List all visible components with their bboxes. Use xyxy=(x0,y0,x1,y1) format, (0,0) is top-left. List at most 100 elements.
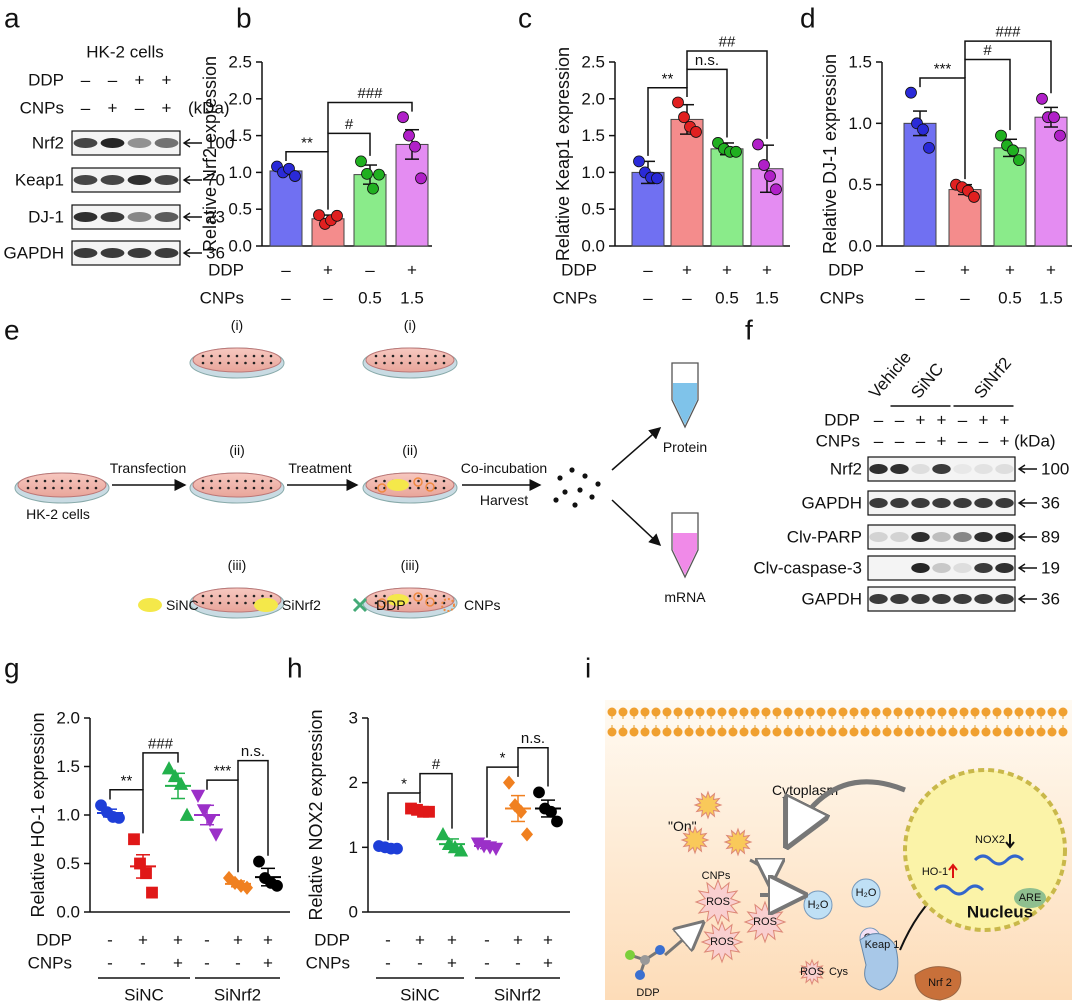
legend-label: SiNrf2 xyxy=(282,597,321,613)
y-tick-label: 0.5 xyxy=(228,200,252,219)
significance-bracket xyxy=(919,77,966,180)
lipid-head xyxy=(1036,727,1046,737)
x-row-label: - xyxy=(385,931,391,950)
cell-dot xyxy=(261,361,264,365)
cell-dot xyxy=(408,594,412,598)
x-row-label: – xyxy=(915,261,925,280)
x-row-label: + xyxy=(543,931,553,950)
cell-dot xyxy=(201,594,205,598)
up-arrow xyxy=(948,863,958,878)
blot-band xyxy=(890,532,909,542)
lipid-head xyxy=(761,707,771,717)
y-tick-label: 3 xyxy=(349,709,358,728)
blot-band xyxy=(869,464,888,474)
lipid-head xyxy=(849,707,859,717)
blot-band xyxy=(154,175,179,185)
lipid-head xyxy=(783,727,793,737)
point xyxy=(730,145,742,158)
condition-sign: + xyxy=(135,71,145,90)
point xyxy=(397,111,409,124)
atom xyxy=(655,945,665,955)
point xyxy=(770,183,782,196)
cell-dot xyxy=(269,479,273,483)
y-tick-label: 1.0 xyxy=(848,114,872,133)
lane-header: SiNrf2 xyxy=(970,354,1015,402)
lipid-head xyxy=(838,707,848,717)
cell-dot xyxy=(244,479,247,483)
blot-band xyxy=(73,212,98,222)
panel-label: e xyxy=(4,315,20,346)
panel-label: c xyxy=(518,3,532,34)
blot-band xyxy=(995,498,1014,508)
legend-cnp xyxy=(441,598,455,612)
condition-sign: – xyxy=(895,432,905,451)
cell-dot xyxy=(261,354,264,358)
lipid-head xyxy=(662,727,672,737)
lipid-head xyxy=(970,707,980,717)
significance-label: *** xyxy=(214,763,232,780)
significance-bracket xyxy=(285,151,329,210)
significance-bracket xyxy=(109,789,144,834)
cell-dot xyxy=(218,354,222,358)
condition-sign: + xyxy=(916,411,926,430)
y-tick-label: 1 xyxy=(349,838,358,857)
blot-band xyxy=(127,248,152,258)
point xyxy=(161,761,177,775)
significance-bracket xyxy=(964,40,1052,94)
x-row-label: + xyxy=(1005,261,1015,280)
lipid-head xyxy=(937,727,947,737)
cell-dot xyxy=(269,354,273,358)
point xyxy=(253,855,265,868)
cell-dot xyxy=(442,594,446,598)
blot-band xyxy=(73,175,98,185)
legend-sirna xyxy=(138,598,162,612)
significance-bracket xyxy=(517,746,549,787)
cell-dot xyxy=(374,479,378,483)
kda-label: 70 xyxy=(206,171,225,190)
cell-dot xyxy=(261,479,264,483)
lipid-head xyxy=(684,707,694,717)
lipid-head xyxy=(816,707,826,717)
point xyxy=(758,159,770,171)
bar xyxy=(395,143,429,247)
cell-dot xyxy=(408,486,412,490)
lipid-head xyxy=(640,707,650,717)
x-row-label: + xyxy=(407,261,417,280)
dish-label: (i) xyxy=(404,317,416,333)
lipid-head xyxy=(717,707,727,717)
point xyxy=(361,167,373,180)
panel-label: a xyxy=(4,3,20,34)
condition-name: DDP xyxy=(824,411,860,430)
cell-dot xyxy=(383,354,386,358)
blot-row-label: GAPDH xyxy=(802,494,862,513)
x-row-name: DDP xyxy=(828,261,864,280)
cell-dot xyxy=(408,479,412,483)
y-tick-label: 0.0 xyxy=(581,237,605,256)
diagram-text: Nrf 2 xyxy=(928,977,952,989)
lipid-head xyxy=(981,727,991,737)
y-tick-label: 1.0 xyxy=(581,163,605,182)
significance-label: n.s. xyxy=(521,730,545,747)
lipid-head xyxy=(860,707,870,717)
significance-label: n.s. xyxy=(241,743,265,760)
x-row-name: CNPs xyxy=(200,289,244,308)
cell-dot xyxy=(35,486,38,490)
legend-label: DDP xyxy=(376,597,406,613)
cnp xyxy=(425,597,435,607)
condition-sign: – xyxy=(958,432,968,451)
kda-label: 36 xyxy=(206,244,225,263)
lipid-head xyxy=(1047,707,1057,717)
blot-band xyxy=(995,464,1014,474)
lipid-head xyxy=(926,707,936,717)
lipid-head xyxy=(981,707,991,717)
molecule xyxy=(851,878,881,908)
x-row-label: + xyxy=(543,954,553,973)
y-tick-label: 2.0 xyxy=(56,709,80,728)
output-label: mRNA xyxy=(664,589,706,605)
curved-arrow xyxy=(790,779,906,840)
x-row-label: – xyxy=(643,289,653,308)
cell-dot xyxy=(244,354,247,358)
condition-sign: – xyxy=(81,71,91,90)
diagram-text: H₂O xyxy=(808,899,829,911)
